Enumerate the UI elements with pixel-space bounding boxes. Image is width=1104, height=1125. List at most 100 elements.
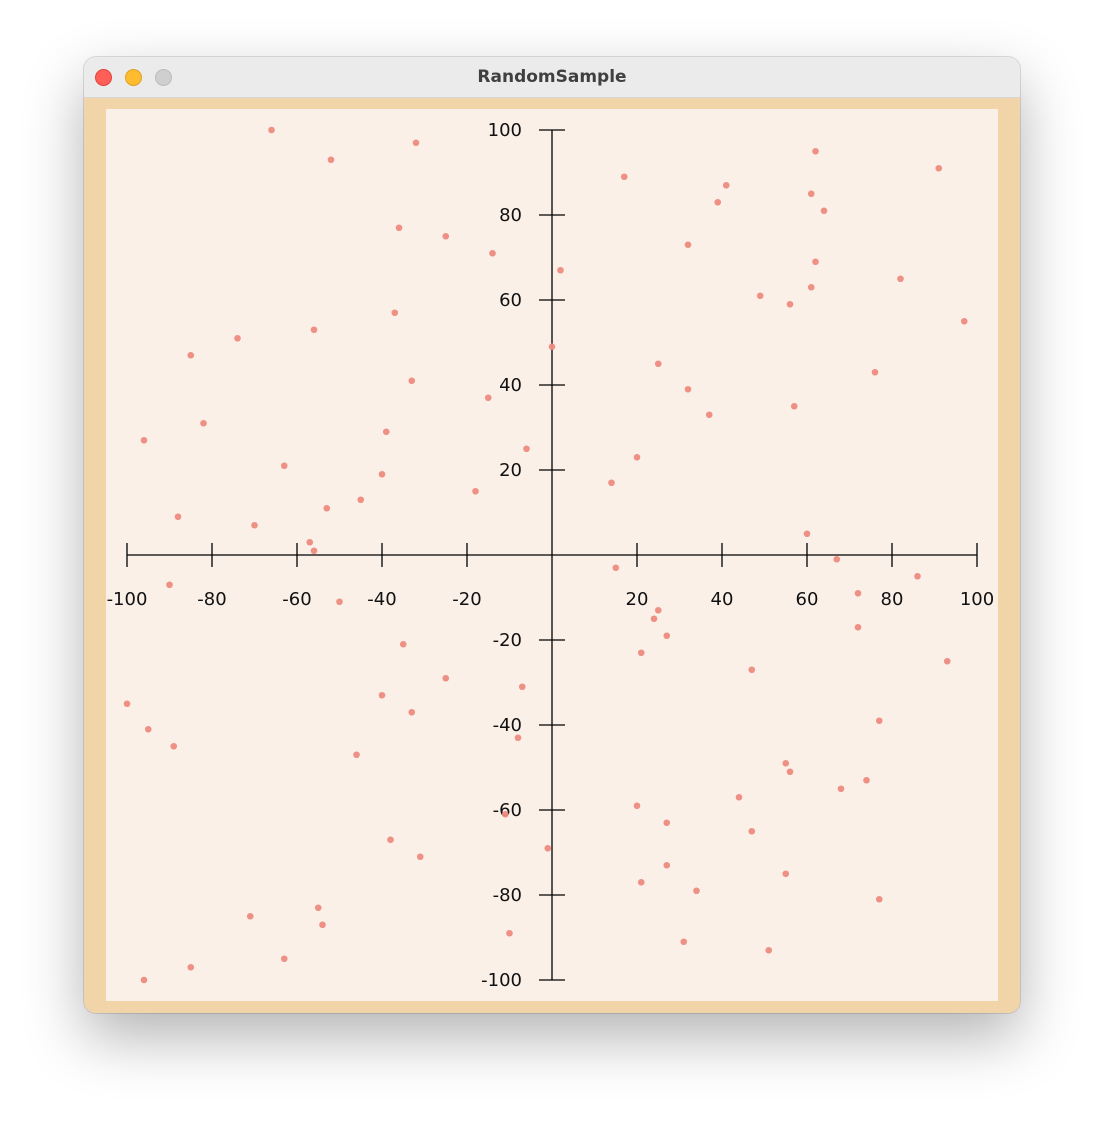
- zoom-window-button[interactable]: [155, 69, 172, 86]
- data-point: [140, 436, 148, 444]
- data-point: [412, 139, 420, 147]
- data-point: [914, 572, 921, 580]
- data-point: [408, 708, 416, 716]
- data-point: [807, 283, 815, 291]
- data-point: [382, 428, 390, 436]
- data-point: [782, 870, 790, 878]
- data-point: [489, 249, 496, 257]
- data-point: [684, 241, 692, 249]
- data-point: [123, 700, 131, 708]
- close-window-button[interactable]: [95, 69, 112, 86]
- data-point: [472, 487, 479, 495]
- y-tick-label: 100: [488, 120, 522, 141]
- data-point: [174, 513, 182, 521]
- data-point: [187, 351, 195, 359]
- data-point: [246, 912, 254, 920]
- data-point: [935, 164, 943, 172]
- data-point: [833, 555, 841, 563]
- data-point: [514, 734, 522, 742]
- data-point: [442, 232, 450, 240]
- data-point: [357, 496, 365, 504]
- data-point: [319, 921, 326, 929]
- data-point: [395, 224, 403, 232]
- data-point: [234, 334, 241, 342]
- y-tick-label: -20: [493, 630, 522, 651]
- data-point: [336, 598, 343, 606]
- data-point: [544, 844, 552, 852]
- data-point: [323, 504, 331, 512]
- x-tick-label: 60: [796, 589, 819, 610]
- data-point: [765, 946, 773, 954]
- data-point: [608, 479, 615, 487]
- data-point: [663, 819, 671, 827]
- data-point: [442, 674, 450, 682]
- data-point: [484, 394, 492, 402]
- axes: -100 -80 -60 -40 -20 20 40 60 80 100 100 80 60 40 20 -2…: [107, 120, 995, 991]
- title-bar: RandomSample: [84, 57, 1020, 98]
- data-point: [875, 717, 883, 725]
- data-point: [807, 190, 815, 198]
- data-points: [123, 126, 968, 984]
- data-point: [960, 317, 968, 325]
- data-point: [310, 326, 318, 334]
- data-point: [280, 955, 288, 963]
- data-point: [314, 904, 322, 912]
- data-point: [756, 292, 764, 300]
- data-point: [663, 632, 671, 640]
- data-point: [353, 751, 360, 759]
- data-point: [268, 126, 275, 134]
- data-point: [663, 861, 671, 869]
- data-point: [837, 785, 845, 793]
- x-tick-label: -100: [107, 589, 148, 610]
- scatter-plot: -100 -80 -60 -40 -20 20 40 60 80 100 100 80 60 40 20 -2…: [106, 109, 998, 1001]
- data-point: [871, 368, 879, 376]
- y-tick-label: 40: [499, 375, 522, 396]
- data-point: [518, 683, 526, 691]
- y-tick-label: -40: [493, 715, 522, 736]
- data-point: [786, 300, 794, 308]
- y-tick-label: 80: [499, 205, 522, 226]
- data-point: [166, 581, 173, 589]
- y-tick-label: -60: [493, 800, 522, 821]
- app-window: RandomSample -100 -80 -60 -40 -20 20 40 60 80 100…: [84, 57, 1020, 1013]
- data-point: [310, 547, 318, 555]
- data-point: [684, 385, 692, 393]
- data-point: [812, 258, 819, 266]
- minimize-window-button[interactable]: [125, 69, 142, 86]
- data-point: [735, 793, 743, 801]
- data-point: [523, 445, 530, 453]
- data-point: [693, 887, 700, 895]
- data-point: [387, 836, 394, 844]
- data-point: [654, 606, 662, 614]
- data-point: [251, 521, 258, 529]
- data-point: [378, 691, 386, 699]
- data-point: [391, 309, 399, 317]
- data-point: [506, 929, 513, 937]
- data-point: [637, 649, 645, 657]
- data-point: [748, 827, 756, 835]
- x-tick-label: 20: [626, 589, 649, 610]
- data-point: [722, 181, 730, 189]
- data-point: [408, 377, 416, 385]
- x-tick-label: 80: [881, 589, 904, 610]
- data-point: [897, 275, 904, 283]
- data-point: [863, 776, 870, 784]
- data-point: [790, 402, 798, 410]
- data-point: [650, 615, 658, 623]
- x-tick-label: -80: [197, 589, 226, 610]
- data-point: [200, 419, 207, 427]
- data-point: [854, 623, 862, 631]
- window-content: -100 -80 -60 -40 -20 20 40 60 80 100 100 80 60 40 20 -2…: [84, 98, 1020, 1013]
- data-point: [705, 411, 713, 419]
- data-point: [416, 853, 424, 861]
- data-point: [748, 666, 756, 674]
- y-tick-label: -100: [481, 970, 522, 991]
- data-point: [170, 742, 178, 750]
- data-point: [280, 462, 288, 470]
- data-point: [637, 878, 645, 886]
- data-point: [633, 802, 641, 810]
- y-tick-label: 20: [499, 460, 522, 481]
- data-point: [680, 938, 688, 946]
- window-title: RandomSample: [477, 67, 627, 87]
- data-point: [786, 768, 794, 776]
